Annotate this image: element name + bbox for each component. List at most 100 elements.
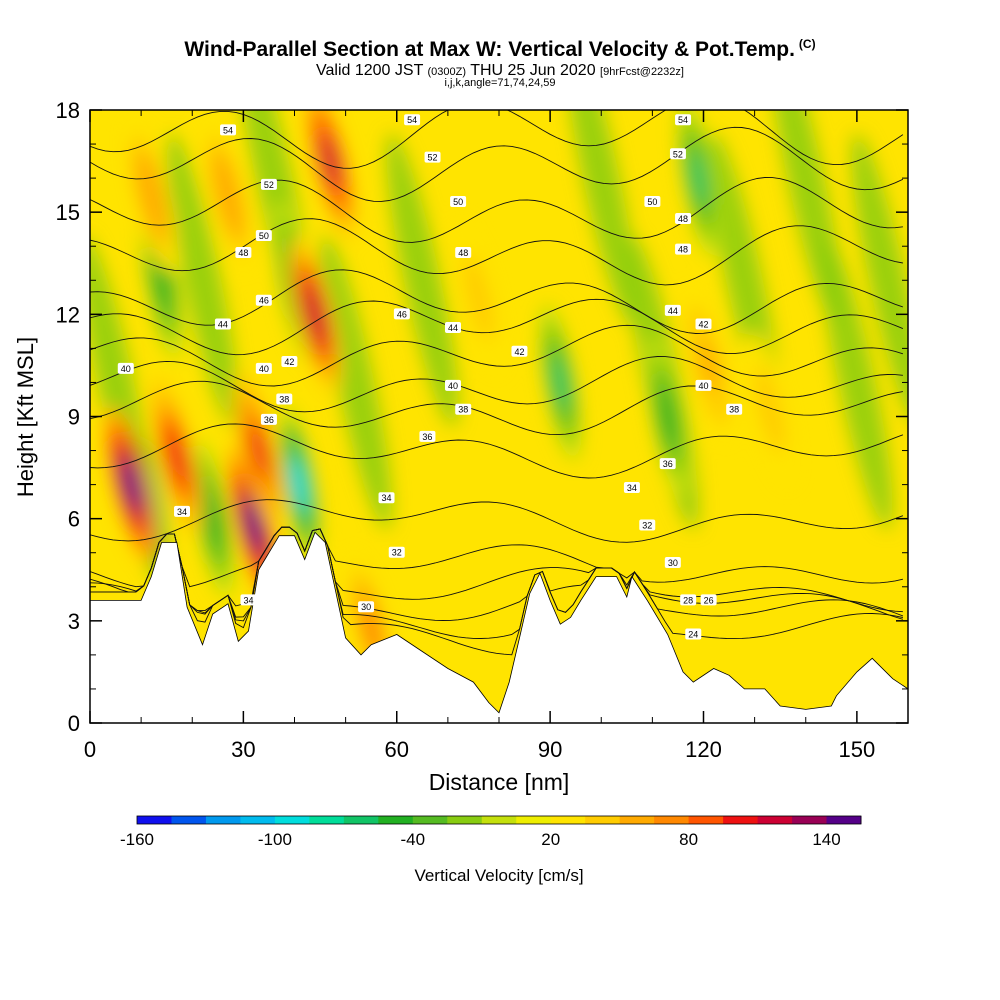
- y-tick-label: 9: [68, 405, 80, 430]
- isentrope-label: 48: [675, 243, 692, 255]
- isentrope-label: 54: [675, 114, 692, 126]
- subtitle-date: THU 25 Jun 2020: [470, 62, 596, 79]
- colorbar: -160 -100 -40 20 80 140: [120, 815, 862, 849]
- isentrope-label: 34: [240, 594, 257, 606]
- isentrope-label: 40: [444, 379, 461, 391]
- isentrope-label-text: 50: [453, 197, 463, 207]
- isentrope-label-text: 28: [683, 595, 693, 605]
- y-axis-label: Height [Kft MSL]: [13, 337, 38, 497]
- isentrope-38: [90, 380, 903, 436]
- isentrope-label-text: 52: [428, 153, 438, 163]
- isentrope-42: [90, 324, 904, 387]
- isentrope-label-text: 48: [458, 248, 468, 258]
- isentrope-label-text: 30: [361, 602, 371, 612]
- isentrope-label: 52: [260, 178, 277, 190]
- isentrope-label-text: 32: [642, 520, 652, 530]
- isentrope-44: [90, 298, 904, 356]
- colorbar-swatch: [516, 816, 552, 824]
- isentrope-label-text: 36: [422, 432, 432, 442]
- colorbar-swatch: [343, 816, 379, 824]
- isentrope-label-text: 44: [448, 323, 458, 333]
- isentrope-label: 42: [281, 356, 298, 368]
- weak-downdraft-band-4: [386, 133, 459, 428]
- colorbar-swatch: [757, 816, 793, 824]
- isentrope-label: 32: [388, 546, 405, 558]
- colorbar-tick-label: 140: [812, 830, 840, 849]
- updraft-core-6: [141, 168, 162, 222]
- isentrope-label: 28: [680, 594, 697, 606]
- isentrope-label: 40: [255, 362, 272, 374]
- colorbar-swatch: [619, 816, 655, 824]
- isentrope-label-text: 36: [264, 415, 274, 425]
- isentrope-label-text: 36: [663, 459, 673, 469]
- isentrope-34: [90, 499, 904, 543]
- isentrope-label-text: 40: [698, 381, 708, 391]
- isentrope-label-text: 42: [698, 320, 708, 330]
- y-tick-label: 18: [56, 98, 80, 123]
- isentrope-label-text: 50: [259, 231, 269, 241]
- subtitle-fcst: [9hrFcst@2232z]: [600, 66, 684, 78]
- y-tick-label: 3: [68, 609, 80, 634]
- downdraft-core-2: [291, 457, 308, 512]
- colorbar-swatch: [240, 816, 276, 824]
- colorbar-swatch: [447, 816, 483, 824]
- isentrope-30: [90, 526, 903, 613]
- weak-downdraft-band-9: [821, 235, 893, 530]
- isentrope-label: 38: [276, 393, 293, 405]
- isentrope-label: 54: [220, 124, 237, 136]
- isentrope-label: 44: [214, 318, 231, 330]
- isentrope-label: 32: [639, 519, 656, 531]
- isentrope-label-text: 40: [259, 364, 269, 374]
- updraft-core-0: [121, 457, 141, 512]
- isentrope-label: 36: [659, 458, 676, 470]
- colorbar-tick-label: -100: [258, 830, 292, 849]
- isentrope-label-text: 50: [647, 197, 657, 207]
- isentrope-labels: 54 54 54 52 52 52 50 50 50 48 48 48 48 46 46 44 44 44 42 42…: [117, 114, 743, 640]
- weak-downdraft-band-5: [565, 110, 638, 325]
- isentrope-label-text: 54: [407, 115, 417, 125]
- colorbar-swatch: [481, 816, 517, 824]
- x-tick-label: 120: [685, 737, 722, 762]
- isentrope-label: 40: [117, 362, 134, 374]
- isentrope-label-text: 48: [678, 214, 688, 224]
- isentrope-label: 34: [623, 482, 640, 494]
- title-text: Wind-Parallel Section at Max W: Vertical…: [184, 38, 795, 61]
- isentrope-label-text: 52: [673, 149, 683, 159]
- updraft-core-9: [698, 338, 719, 393]
- colorbar-swatch: [826, 816, 862, 824]
- y-tick-label: 15: [56, 200, 80, 225]
- colorbar-swatch: [585, 816, 621, 824]
- colorbar-swatch: [688, 816, 724, 824]
- updraft-core-3: [248, 423, 269, 478]
- isentrope-label-text: 42: [284, 357, 294, 367]
- isentrope-label-text: 34: [177, 507, 187, 517]
- isentrope-label-text: 34: [243, 595, 253, 605]
- isentrope-label-text: 24: [688, 629, 698, 639]
- isentrope-label: 52: [424, 151, 441, 163]
- isentrope-label-text: 48: [238, 248, 248, 258]
- isentrope-label: 50: [644, 195, 661, 207]
- isentrope-label-text: 54: [223, 125, 233, 135]
- isentrope-54: [90, 110, 904, 169]
- isentrope-label: 40: [695, 379, 712, 391]
- isentrope-label-text: 26: [704, 595, 714, 605]
- isentrope-label: 24: [685, 628, 702, 640]
- isentrope-label: 34: [174, 505, 191, 517]
- downdraft-core-5: [659, 389, 677, 444]
- colorbar-frame: [136, 815, 862, 825]
- chart-subnote: i,j,k,angle=71,74,24,59: [444, 77, 556, 89]
- updraft-core-4: [305, 287, 325, 342]
- isentrope-label: 48: [235, 247, 252, 259]
- x-tick-label: 30: [231, 737, 255, 762]
- isentrope-32: [90, 526, 903, 588]
- isentrope-label-text: 34: [627, 483, 637, 493]
- isentrope-label: 42: [511, 345, 528, 357]
- weak-downdraft-band-10: [851, 133, 908, 428]
- isentrope-label-text: 30: [668, 558, 678, 568]
- isentrope-label-text: 52: [264, 180, 274, 190]
- isentrope-label: 50: [450, 195, 467, 207]
- colorbar-swatch: [412, 816, 448, 824]
- isentrope-label: 48: [675, 212, 692, 224]
